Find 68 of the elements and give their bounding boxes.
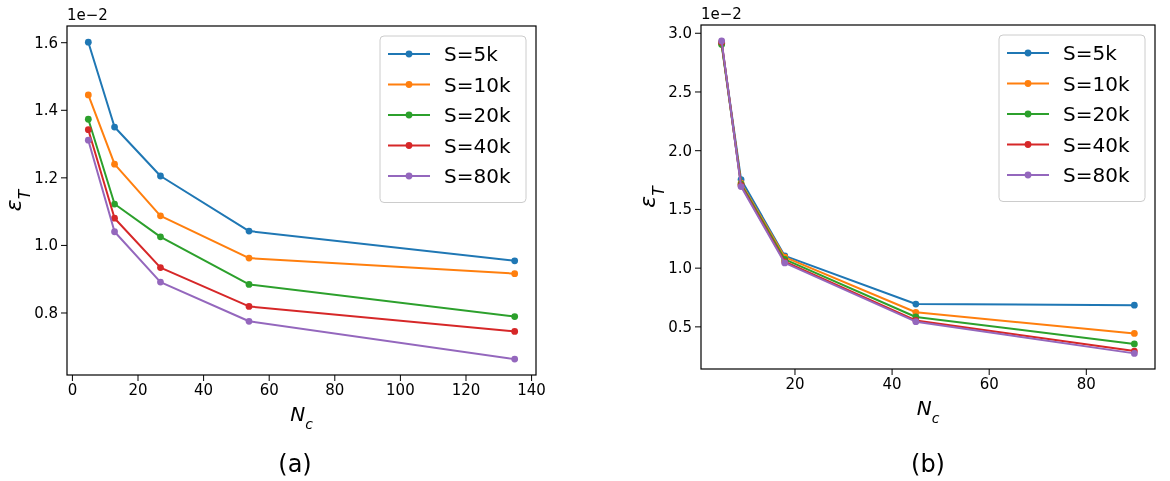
legend-label: S=40k [1063, 132, 1130, 157]
point [157, 233, 164, 241]
x-tick-label: 0 [67, 380, 78, 399]
point [245, 317, 253, 325]
point [245, 254, 253, 262]
y-tick-label: 2.0 [668, 141, 692, 160]
point [157, 264, 164, 271]
legend-label: S=20k [1063, 102, 1130, 126]
legend-label: S=40k [444, 133, 511, 158]
y-tick-label: 3.0 [668, 24, 692, 43]
legend-label: S=10k [1063, 71, 1130, 96]
y-tick-label: 1.4 [34, 101, 58, 120]
point [157, 172, 164, 180]
x-tick-label: 100 [386, 380, 415, 399]
text: (b) [911, 450, 945, 478]
x-axis-title: N$_{c}$ [290, 402, 314, 432]
point [111, 228, 118, 236]
y-tick-label: 0.8 [34, 303, 58, 322]
point [84, 136, 92, 144]
point [84, 126, 92, 134]
point [511, 313, 519, 320]
x-axis-title: N$_{c}$ [916, 396, 940, 426]
y-tick-label: 1.0 [668, 258, 692, 277]
point [84, 115, 92, 123]
x-tick-label: 40 [194, 380, 214, 399]
point [1130, 340, 1138, 348]
y-tick-label: 1.5 [668, 200, 692, 219]
point [511, 270, 519, 278]
point [245, 227, 253, 235]
point [111, 214, 118, 222]
point [84, 38, 92, 46]
legend-label: S=5k [444, 42, 499, 66]
point [245, 281, 253, 288]
point [245, 303, 253, 310]
point [511, 328, 519, 335]
point [84, 91, 92, 99]
y-tick-label: 1.0 [34, 236, 58, 255]
legend-label: S=80k [444, 164, 511, 188]
y-tick-label: 2.5 [668, 82, 692, 101]
point [912, 300, 920, 308]
x-tick-label: 20 [785, 374, 805, 393]
point [111, 123, 118, 131]
x-tick-label: 80 [325, 380, 345, 399]
y-tick-label: 1.2 [34, 168, 58, 187]
point [157, 278, 164, 286]
legend-label: S=5k [1063, 41, 1118, 65]
x-tick-label: 20 [128, 380, 148, 399]
text: 1e−2 [67, 6, 108, 24]
y-tick-label: 1.6 [34, 33, 58, 52]
point [111, 160, 118, 168]
x-tick-label: 40 [882, 374, 902, 393]
point [111, 200, 118, 208]
point [511, 355, 519, 363]
point [1130, 301, 1138, 309]
legend-label: S=20k [444, 103, 511, 127]
point [1130, 330, 1138, 337]
point [157, 212, 164, 220]
text: 1e−2 [701, 5, 742, 23]
y-tick-label: 0.5 [668, 317, 692, 336]
text: (a) [278, 450, 312, 478]
x-tick-label: 60 [979, 374, 999, 393]
legend-label: S=10k [444, 72, 511, 97]
x-tick-label: 140 [517, 380, 546, 399]
x-tick-label: 80 [1076, 374, 1096, 393]
legend-label: S=80k [1063, 163, 1130, 187]
x-tick-label: 60 [259, 380, 279, 399]
point [511, 257, 519, 265]
x-tick-label: 120 [451, 380, 481, 399]
